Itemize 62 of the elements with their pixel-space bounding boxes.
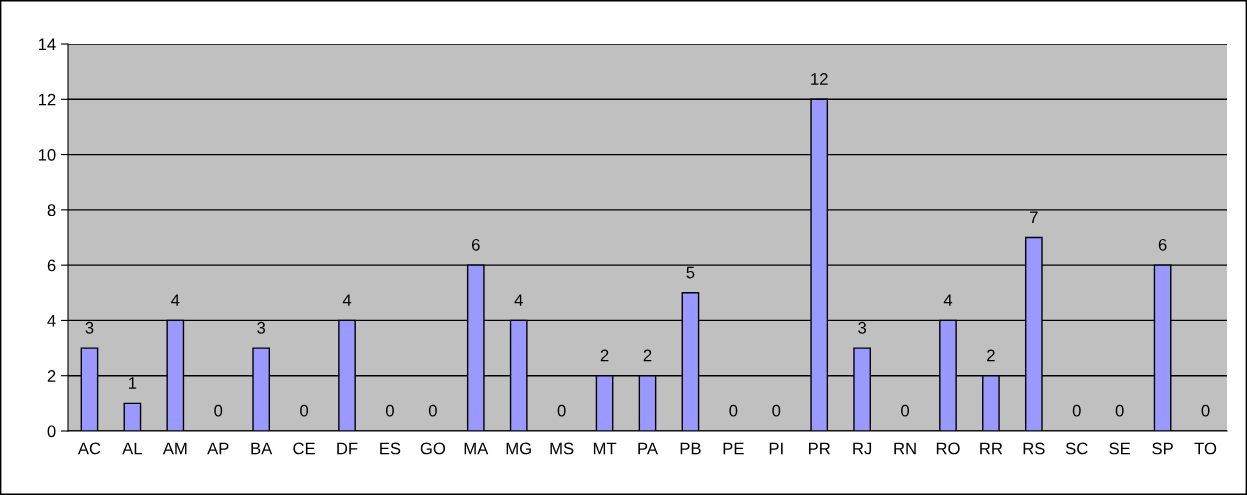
data-label: 2: [600, 349, 609, 362]
data-label: 6: [472, 238, 480, 251]
x-tick-label: RN: [894, 442, 916, 455]
x-tick-label: AP: [207, 442, 229, 455]
data-label: 0: [1115, 404, 1124, 417]
x-tick-label: MT: [593, 442, 617, 455]
x-tick-label: PE: [723, 442, 744, 455]
data-label: 12: [811, 73, 828, 85]
y-tick-label: 8: [47, 204, 56, 217]
data-label: 3: [85, 321, 94, 334]
y-tick-label: 2: [47, 370, 56, 382]
data-label: 5: [686, 266, 695, 279]
data-label: 0: [214, 404, 223, 417]
data-label: 4: [514, 294, 523, 306]
y-tick-label: 0: [47, 425, 56, 438]
x-tick-label: RS: [1023, 442, 1045, 455]
data-label: 3: [858, 321, 867, 334]
data-label: 7: [1030, 211, 1038, 223]
x-tick-label: CE: [293, 442, 315, 455]
x-tick-label: BA: [251, 442, 273, 455]
data-label: 0: [1072, 404, 1081, 417]
x-tick-label: TO: [1194, 442, 1217, 455]
x-tick-label: AM: [162, 442, 187, 455]
x-tick-label: SE: [1109, 442, 1131, 455]
data-label: 6: [1158, 238, 1167, 251]
data-label: 2: [987, 349, 995, 362]
x-tick-label: PB: [680, 442, 701, 455]
data-label: 4: [342, 294, 352, 306]
data-label: 4: [171, 294, 180, 306]
data-label: 0: [772, 404, 781, 417]
data-label: 0: [1201, 404, 1210, 417]
x-tick-label: RO: [936, 442, 960, 455]
x-tick-label: SC: [1065, 442, 1088, 455]
data-label: 1: [129, 377, 137, 389]
x-tick-label: DF: [337, 442, 358, 455]
data-label: 0: [428, 404, 437, 417]
data-label: 0: [385, 404, 394, 417]
x-tick-label: PR: [808, 442, 831, 455]
data-label: 2: [643, 349, 652, 362]
x-tick-label: GO: [420, 442, 446, 455]
y-tick-label: 14: [38, 38, 56, 51]
y-tick-label: 12: [38, 93, 56, 106]
x-tick-label: MS: [550, 442, 574, 455]
y-tick-label: 6: [47, 259, 56, 272]
data-label: 3: [257, 321, 266, 334]
x-tick-label: MA: [464, 442, 489, 455]
x-tick-label: PI: [769, 442, 783, 455]
data-label: 0: [557, 404, 566, 417]
x-tick-label: PA: [638, 442, 658, 455]
x-tick-label: RR: [980, 442, 1003, 455]
x-tick-label: MG: [506, 442, 531, 455]
x-tick-label: SP: [1152, 442, 1173, 455]
data-label: 4: [943, 294, 953, 306]
x-tick-label: AL: [122, 442, 143, 455]
x-tick-label: RJ: [853, 442, 872, 455]
x-tick-label: ES: [380, 442, 401, 455]
y-tick-label: 10: [38, 148, 56, 161]
data-label: 0: [300, 404, 309, 417]
x-tick-label: AC: [77, 442, 101, 455]
data-label: 0: [901, 404, 910, 417]
y-tick-label: 4: [47, 315, 56, 327]
data-label: 0: [729, 404, 738, 417]
